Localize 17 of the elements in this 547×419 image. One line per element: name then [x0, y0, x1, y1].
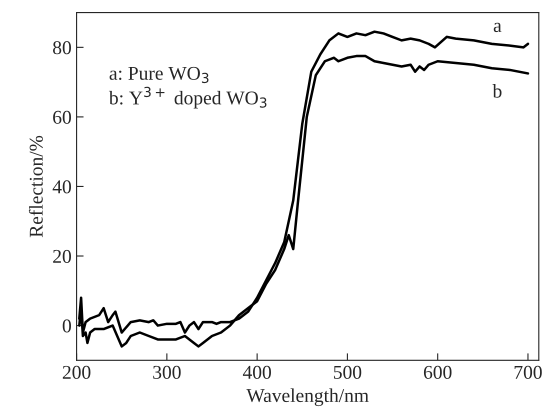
y-tick-label: 40: [52, 180, 71, 194]
x-tick-label: 700: [514, 366, 542, 379]
series-label: b: [492, 84, 502, 98]
y-tick-label: 60: [53, 110, 71, 124]
y-axis-title: Reflection/%: [28, 136, 43, 238]
y-tick-label: 0: [62, 319, 71, 332]
series-label: a: [494, 22, 502, 32]
x-tick-label: 600: [424, 366, 452, 379]
x-tick-label: 200: [62, 366, 90, 379]
annotation: a: Pure WO$_{3}$: [110, 66, 208, 84]
x-axis-title: Wavelength/nm: [246, 388, 369, 406]
y-tick-label: 20: [53, 250, 71, 263]
x-tick-label: 500: [334, 366, 362, 379]
x-tick-label: 400: [242, 366, 271, 379]
annotation: b: Y$^{3+}$ doped WO$_{3}$: [108, 86, 266, 108]
y-tick-label: 80: [53, 41, 71, 54]
x-tick-label: 300: [153, 366, 181, 379]
